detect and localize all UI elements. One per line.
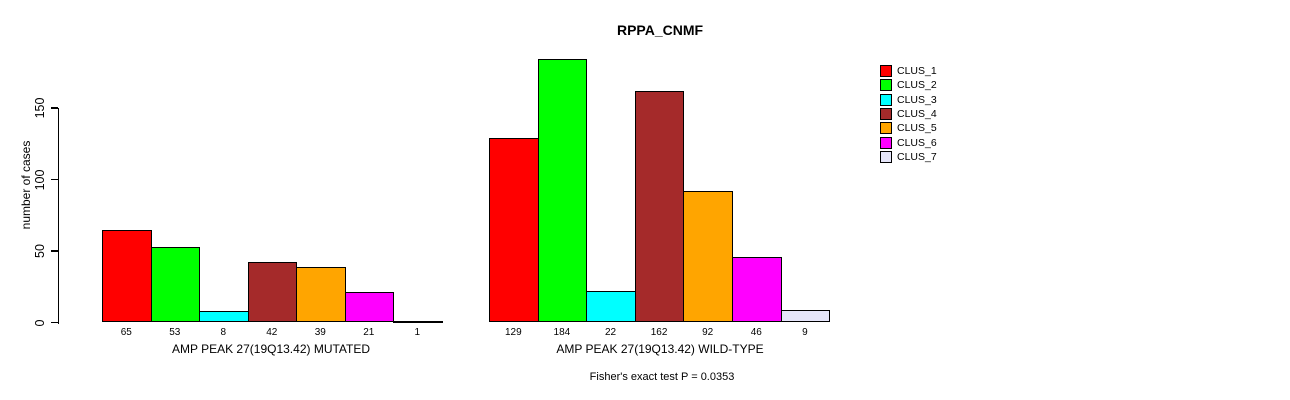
y-axis-line <box>57 108 59 324</box>
legend-swatch-clus_1 <box>880 65 892 77</box>
bar-clus_6-wildtype <box>732 256 782 323</box>
y-tick-label: 50 <box>33 244 47 258</box>
y-axis-label: number of cases <box>19 140 33 230</box>
y-tick-label: 150 <box>33 97 47 119</box>
bar-value-label-wildtype: 9 <box>802 327 808 338</box>
y-tick-mark <box>50 178 58 181</box>
bar-clus_2-mutated <box>150 246 200 323</box>
bar-value-label-mutated: 53 <box>169 327 181 338</box>
legend-label-clus_2: CLUS_2 <box>897 79 937 92</box>
bar-clus_4-wildtype <box>634 90 685 323</box>
bar-clus_5-wildtype <box>683 190 733 323</box>
bar-value-label-mutated: 65 <box>120 327 132 338</box>
legend-label-clus_7: CLUS_7 <box>897 150 937 163</box>
legend-label-clus_1: CLUS_1 <box>897 65 937 77</box>
bar-value-label-wildtype: 184 <box>553 327 571 338</box>
legend-swatch-clus_5 <box>880 122 892 135</box>
legend-swatch-clus_4 <box>880 107 892 120</box>
bar-value-label-wildtype: 92 <box>702 327 714 338</box>
legend-label-clus_6: CLUS_6 <box>897 136 937 149</box>
bar-value-label-wildtype: 129 <box>504 327 522 338</box>
bar-clus_3-mutated <box>199 311 249 323</box>
y-tick-mark <box>50 250 58 252</box>
legend-label-clus_3: CLUS_3 <box>897 93 937 106</box>
bar-clus_1-wildtype <box>489 138 539 323</box>
bar-value-label-wildtype: 22 <box>604 327 617 338</box>
bar-clus_2-wildtype <box>537 59 588 323</box>
bar-clus_6-mutated <box>344 292 394 323</box>
x-axis-label-mutated: AMP PEAK 27(19Q13.42) MUTATED <box>171 342 371 356</box>
bar-value-label-wildtype: 46 <box>750 327 762 338</box>
bar-value-label-mutated: 1 <box>414 327 421 338</box>
legend-label-clus_4: CLUS_4 <box>897 107 937 120</box>
legend-swatch-clus_3 <box>880 93 892 106</box>
bar-value-label-wildtype: 162 <box>650 327 668 338</box>
legend-label-clus_5: CLUS_5 <box>897 122 937 135</box>
fisher-test-annotation: Fisher's exact test P = 0.0353 <box>589 371 735 383</box>
y-tick-label: 0 <box>33 319 47 326</box>
bar-clus_7-mutated <box>393 321 443 323</box>
bar-value-label-mutated: 42 <box>266 327 278 338</box>
legend-swatch-clus_6 <box>880 136 892 149</box>
y-tick-mark <box>50 321 58 324</box>
legend-swatch-clus_7 <box>880 150 892 163</box>
bar-clus_3-wildtype <box>586 291 636 323</box>
chart-title: RPPA_CNMF <box>616 22 704 38</box>
legend-swatch-clus_2 <box>880 79 892 92</box>
y-tick-mark <box>50 107 58 109</box>
bar-clus_5-mutated <box>296 266 346 323</box>
bar-clus_4-mutated <box>247 262 297 323</box>
bar-clus_1-mutated <box>102 229 152 323</box>
y-tick-label: 100 <box>33 169 47 190</box>
bar-value-label-mutated: 8 <box>220 327 227 338</box>
bar-clus_7-wildtype <box>780 309 831 323</box>
bar-value-label-mutated: 21 <box>363 327 375 338</box>
x-axis-label-wildtype: AMP PEAK 27(19Q13.42) WILD-TYPE <box>556 342 764 356</box>
bar-value-label-mutated: 39 <box>314 327 326 338</box>
